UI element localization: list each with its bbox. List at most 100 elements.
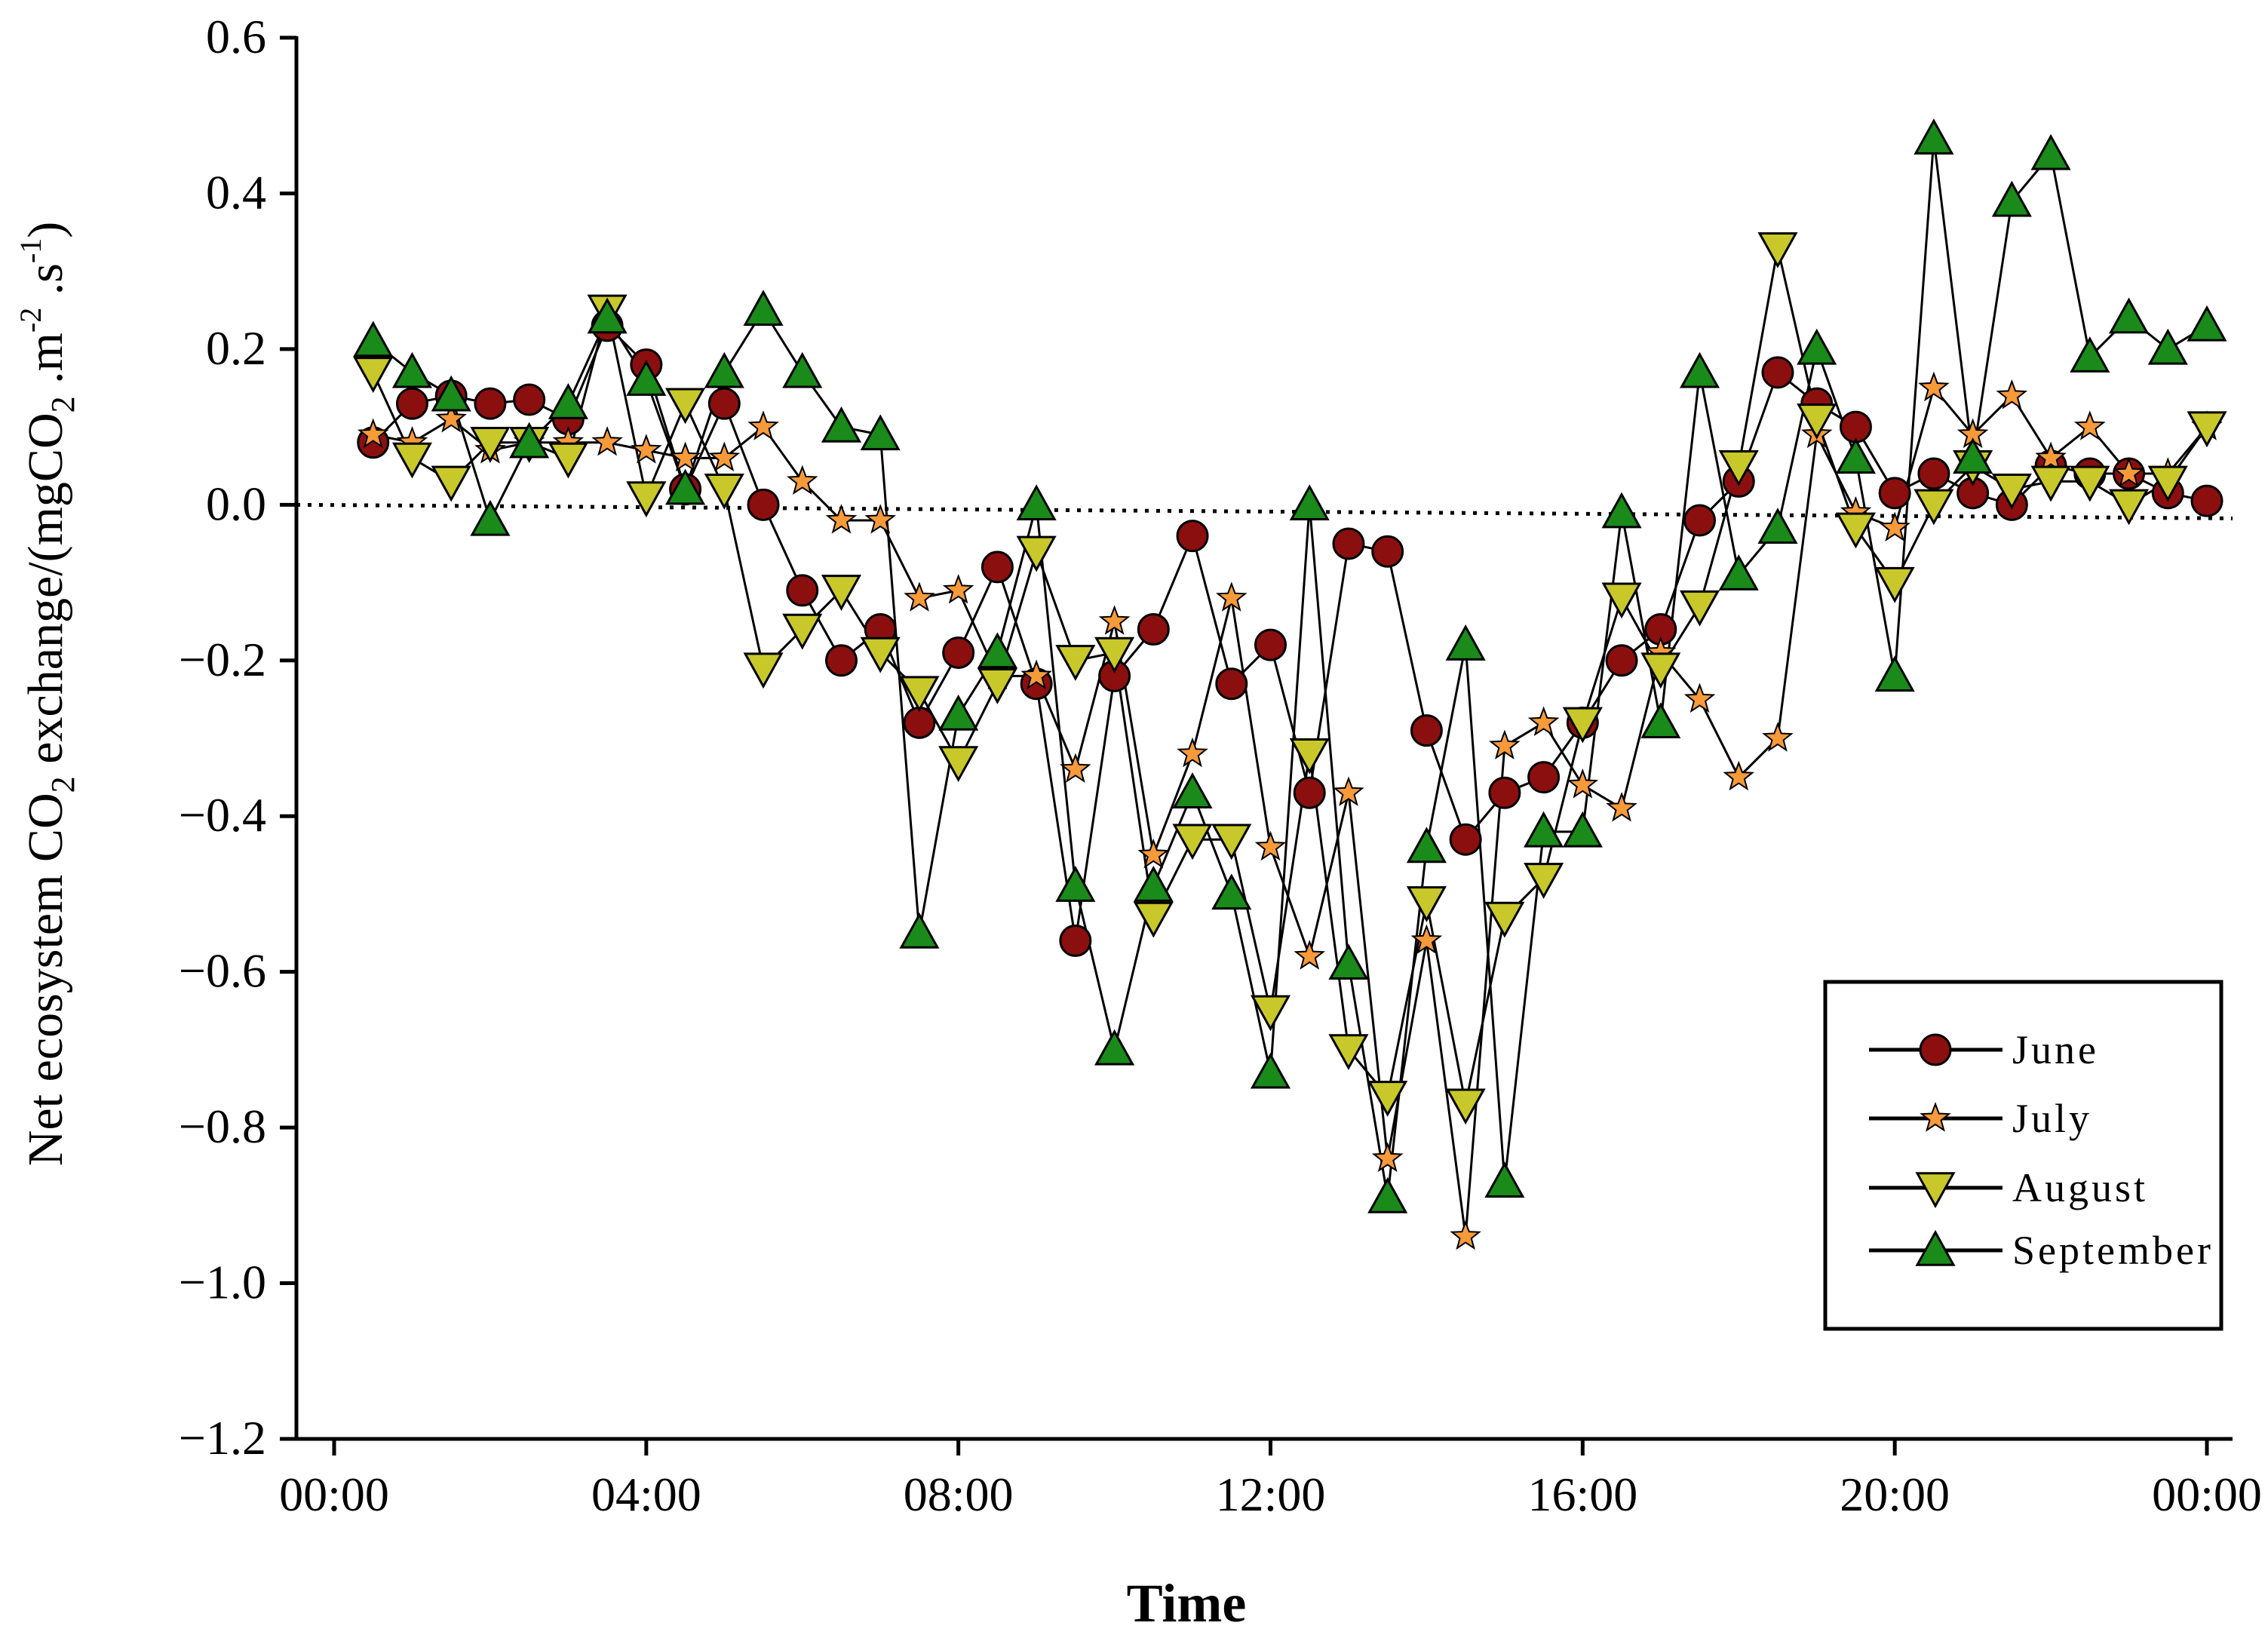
data-point-june (903, 706, 936, 739)
data-point-june (1332, 527, 1365, 560)
data-point-september (1133, 866, 1174, 902)
y-tick-label: 0.6 (206, 10, 266, 63)
data-point-july (1723, 760, 1754, 791)
data-point-august (977, 668, 1017, 704)
data-point-september (1991, 180, 2032, 217)
legend-marker-june (1919, 1033, 1952, 1066)
data-point-september (2187, 305, 2227, 342)
y-axis-title-part-3: .m (18, 333, 73, 396)
data-point-august (548, 442, 588, 479)
legend-item-september: September (1869, 1228, 2211, 1273)
data-point-july (904, 581, 935, 612)
y-tick-label: −0.8 (179, 1100, 266, 1153)
data-point-june (1488, 776, 1521, 809)
data-point-august (1172, 824, 1213, 860)
data-point-july (825, 504, 858, 534)
data-point-september (1679, 351, 1720, 388)
data-point-july (1489, 729, 1521, 760)
data-point-september (1016, 484, 1057, 521)
data-point-august (1797, 403, 1837, 440)
data-point-july (1683, 682, 1716, 713)
y-axis-title-part-5: ) (18, 222, 73, 238)
data-point-july (435, 402, 468, 433)
data-point-august (1133, 901, 1174, 938)
data-point-july (942, 574, 974, 604)
data-point-august (1991, 473, 2032, 510)
data-point-september (1484, 1161, 1525, 1198)
x-tick-label: 12:00 (1216, 1468, 1326, 1521)
legend-label-june: June (2012, 1027, 2099, 1072)
data-point-august (391, 442, 433, 479)
data-point-september (782, 351, 823, 388)
data-point-june (1527, 761, 1561, 794)
data-point-september (2108, 297, 2150, 334)
data-point-july (864, 504, 897, 534)
data-point-august (2030, 465, 2071, 502)
legend-item-august: August (1869, 1165, 2145, 1210)
y-tick-label: −0.6 (179, 944, 266, 998)
data-point-september (1172, 772, 1213, 808)
data-point-september (1640, 702, 1681, 739)
data-point-august (2070, 465, 2110, 502)
data-point-august (1484, 901, 1525, 938)
data-point-june (1878, 477, 1911, 510)
legend-marker-august (1915, 1172, 1956, 1209)
data-point-september (1757, 508, 1798, 544)
data-point-september (1289, 484, 1330, 521)
data-point-september (353, 321, 394, 357)
data-point-august (1289, 738, 1330, 775)
data-point-august (431, 465, 471, 502)
data-point-september (431, 375, 471, 412)
y-axis-title-part-1: Net ecosystem CO (18, 793, 73, 1166)
data-point-september (1953, 437, 1993, 474)
data-point-august (1094, 636, 1135, 673)
data-point-june (2190, 484, 2223, 517)
x-tick-label: 00:00 (279, 1468, 389, 1521)
legend-item-june: June (1869, 1027, 2099, 1072)
data-point-september (1874, 655, 1915, 692)
y-axis-title-part-4: .s (18, 263, 73, 308)
data-point-august (353, 357, 394, 393)
data-point-august (2147, 465, 2188, 502)
data-point-september (2070, 336, 2110, 373)
data-point-september (1211, 873, 1252, 910)
data-point-august (1601, 582, 1642, 619)
legend-label-july: July (2012, 1096, 2092, 1141)
y-tick-label: −1.0 (179, 1256, 266, 1309)
data-point-september (1445, 624, 1486, 661)
data-point-august (1524, 863, 1564, 899)
x-tick-label: 20:00 (1840, 1468, 1950, 1521)
data-point-july (708, 441, 741, 472)
data-point-june (1293, 776, 1326, 809)
data-point-september (1914, 118, 1954, 155)
data-point-june (786, 574, 819, 607)
data-point-july (1333, 776, 1364, 806)
data-point-august (1211, 824, 1252, 860)
data-point-july (631, 434, 662, 464)
data-point-june (1137, 612, 1170, 646)
data-point-july (1918, 371, 1950, 402)
data-point-september (1524, 811, 1564, 848)
x-tick-label: 16:00 (1527, 1468, 1637, 1521)
x-tick-label: 00:00 (2152, 1468, 2262, 1521)
data-point-september (704, 351, 744, 388)
data-point-july (669, 441, 701, 472)
data-point-august (470, 427, 511, 463)
y-tick-label: −1.2 (179, 1411, 266, 1465)
data-point-july (786, 465, 818, 495)
data-point-july (1410, 924, 1443, 954)
data-point-september (1601, 492, 1642, 529)
data-point-july (591, 425, 623, 456)
data-point-june (1605, 644, 1638, 677)
data-point-august (782, 613, 823, 650)
data-point-august (626, 481, 667, 518)
data-point-august (1328, 1034, 1369, 1070)
data-point-june (1449, 823, 1482, 856)
data-point-august (1367, 1081, 1408, 1117)
y-axis-title-sup-1: -2 (14, 308, 48, 333)
data-point-july (1527, 706, 1560, 736)
data-point-august (1250, 995, 1291, 1032)
data-point-july (357, 418, 389, 449)
data-point-august (1055, 645, 1096, 681)
